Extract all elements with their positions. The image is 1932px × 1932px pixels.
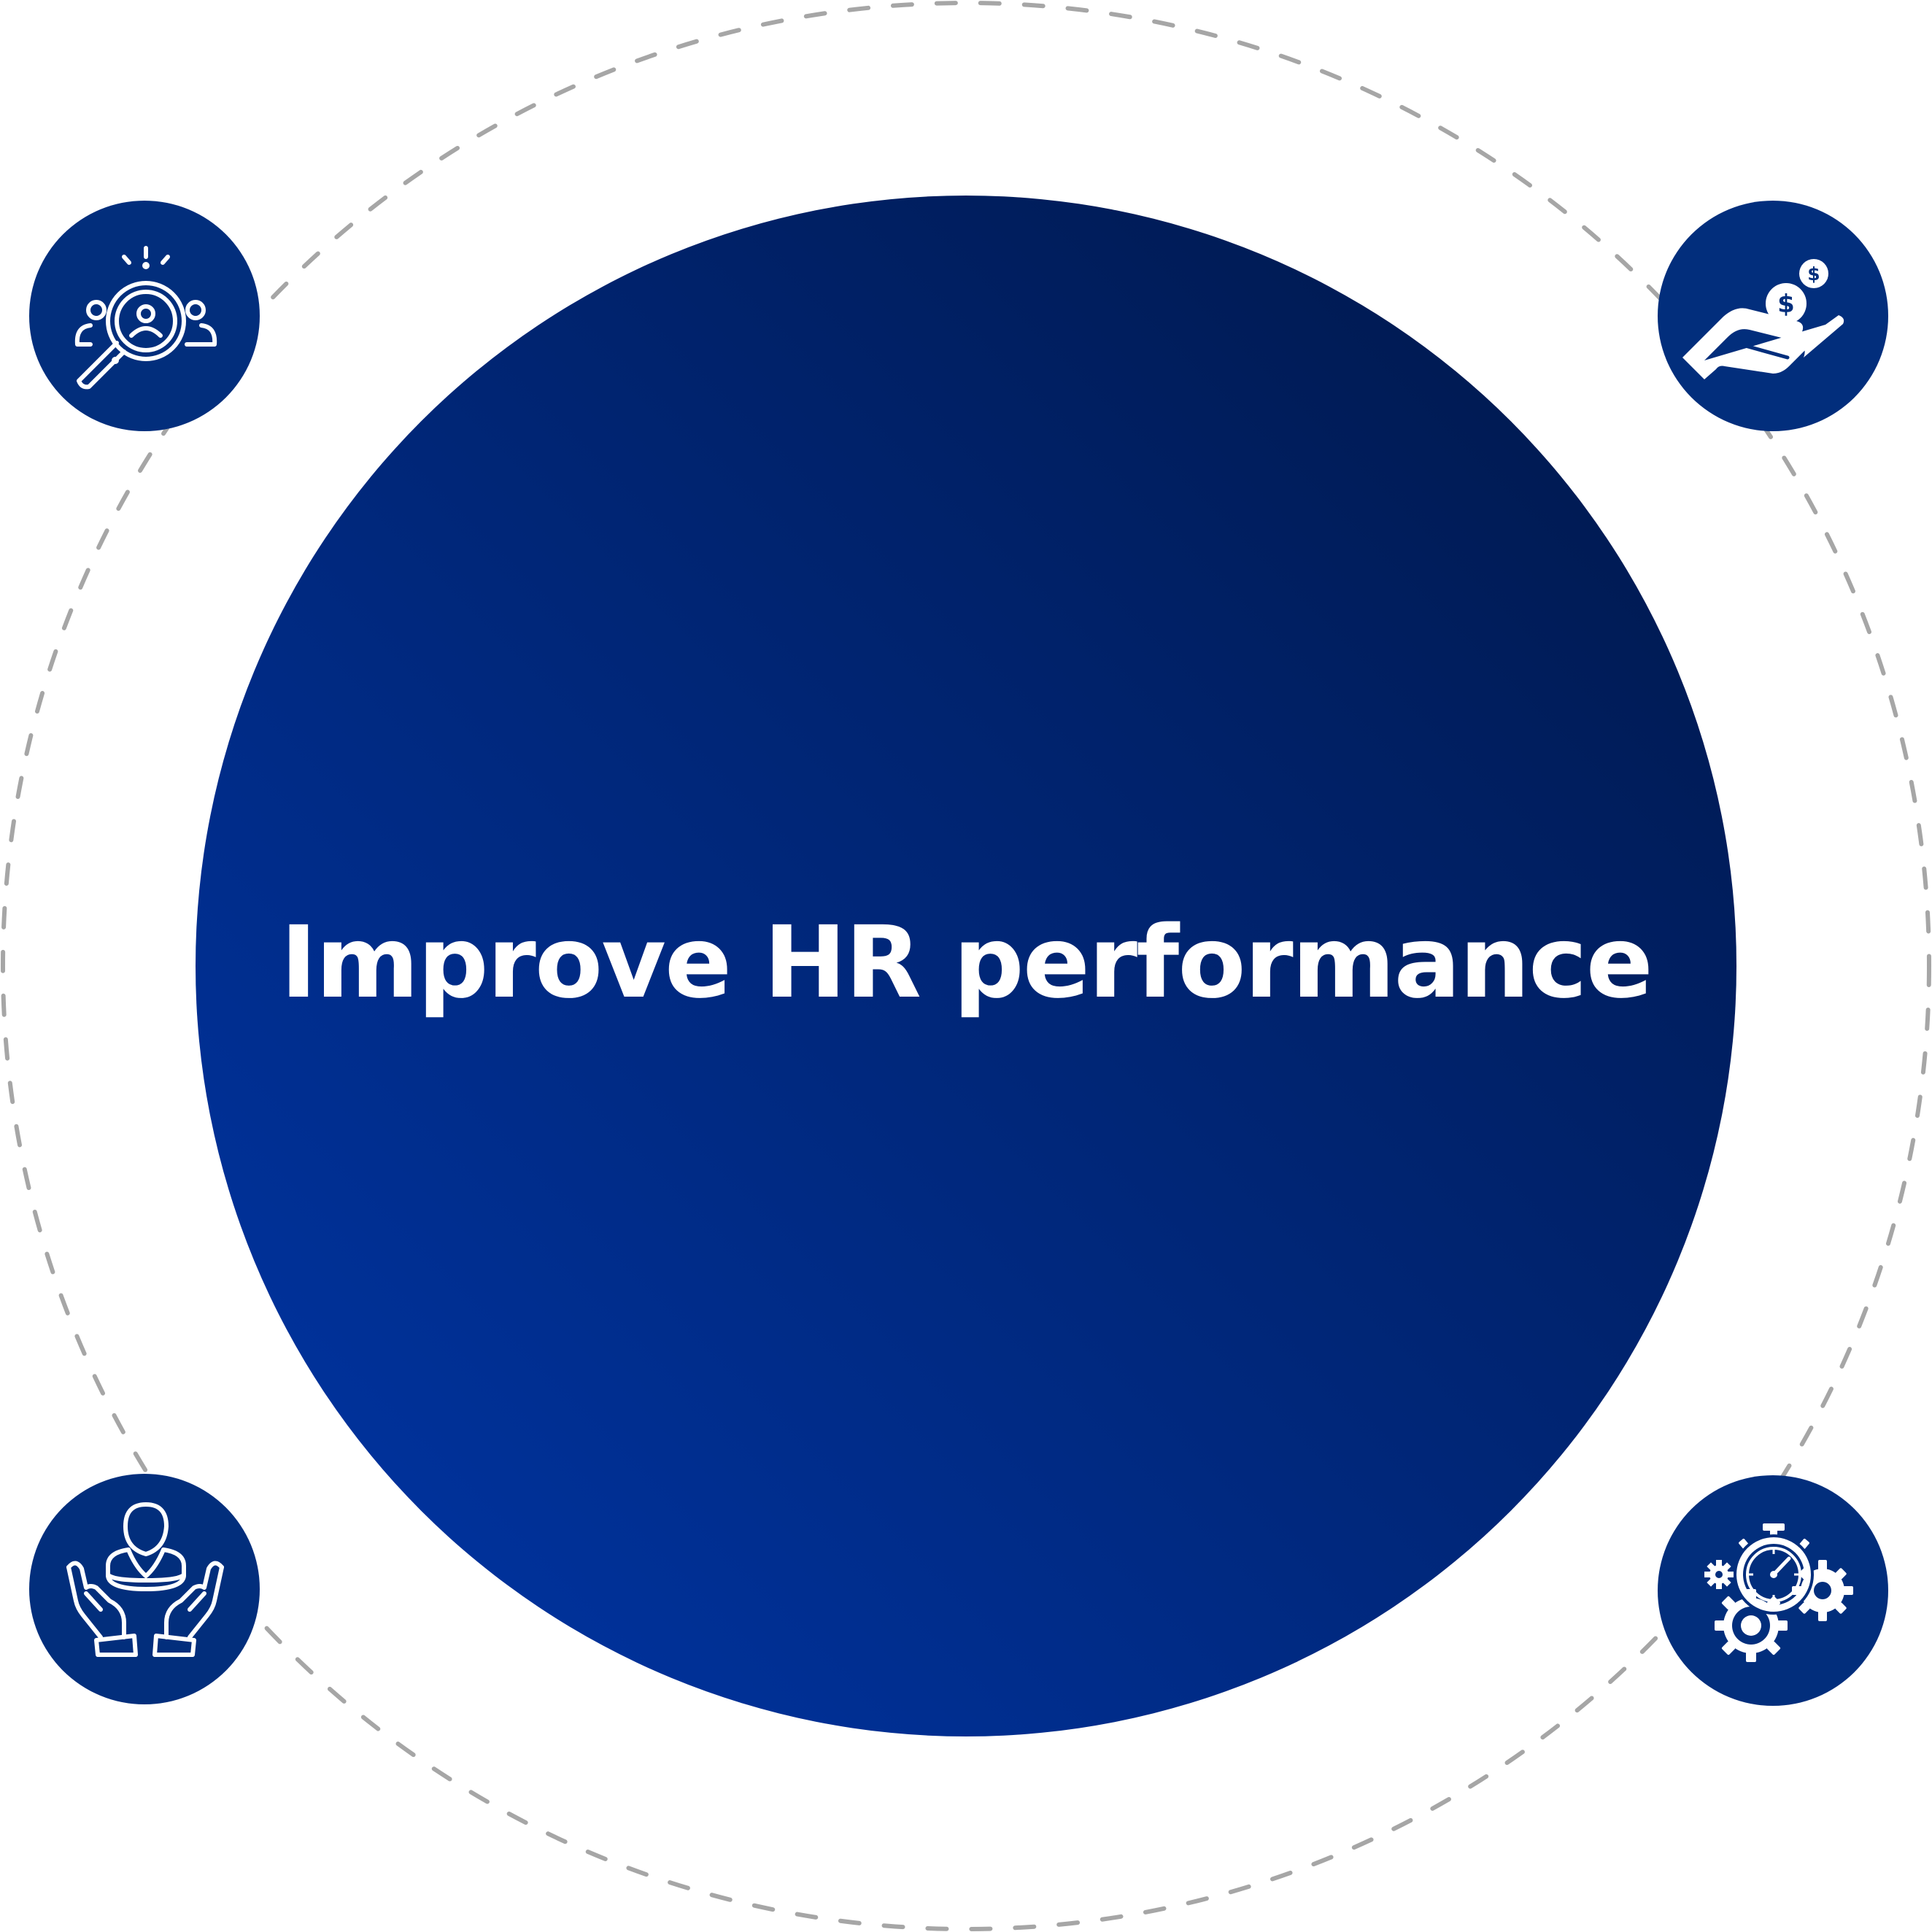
icon-node-top-right: $ $ xyxy=(1658,201,1888,431)
stopwatch-gears-icon xyxy=(1704,1523,1853,1662)
center-circle xyxy=(196,196,1736,1736)
icon-node-bottom-left xyxy=(29,1474,260,1704)
icon-circle-top-left xyxy=(29,201,260,431)
talent-search-icon xyxy=(74,246,217,390)
center-title: Improve HR performance xyxy=(280,905,1653,1021)
svg-text:$: $ xyxy=(1777,290,1795,319)
icon-node-bottom-right xyxy=(1658,1475,1888,1706)
svg-text:$: $ xyxy=(1807,263,1820,285)
employee-care-hands-icon xyxy=(66,1502,224,1657)
hand-with-coins-icon: $ $ xyxy=(1682,259,1844,379)
icon-node-top-left xyxy=(29,201,260,431)
